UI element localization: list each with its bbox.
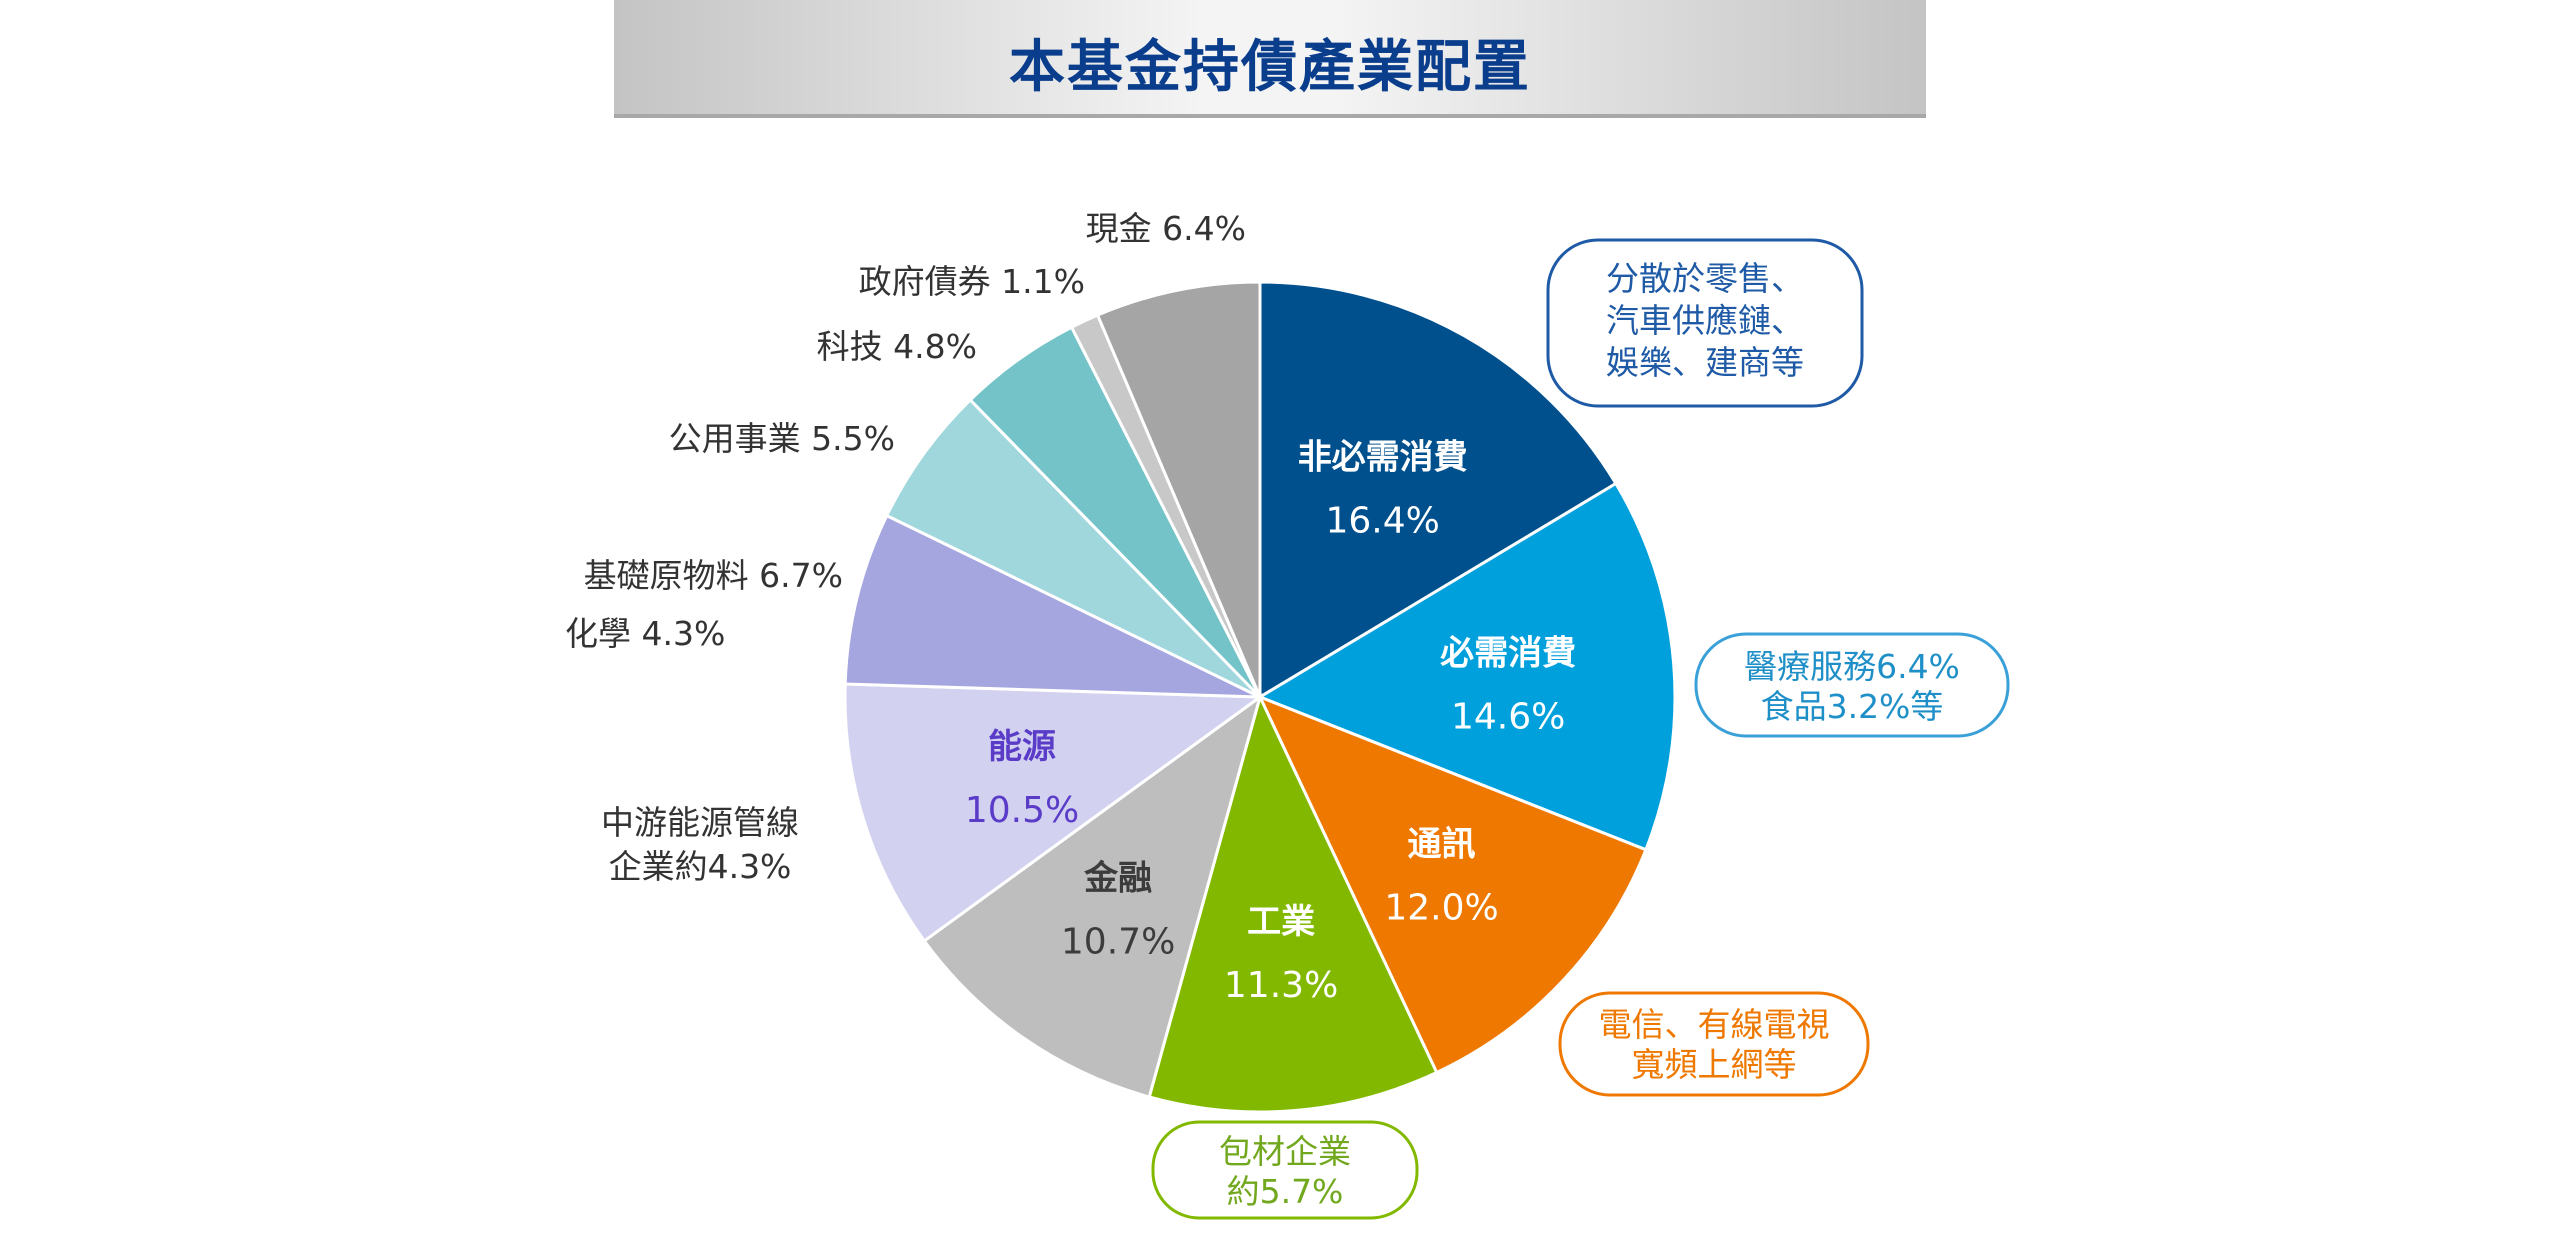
annotation-text: 分散於零售、 [1606, 259, 1804, 298]
extra-label: 中游能源管線 [601, 803, 799, 842]
pie-slice-6 [843, 513, 1261, 699]
annotation-text: 電信、有線電視 [1599, 1005, 1830, 1044]
annotation-text: 醫療服務6.4% [1744, 647, 1960, 686]
slice-name-label: 必需消費 [1440, 634, 1576, 674]
slice-outside-label: 公用事業 5.5% [669, 419, 895, 458]
extra-label: 化學 4.3% [565, 614, 725, 653]
annotation-text: 寬頻上網等 [1632, 1045, 1797, 1084]
slice-name-label: 金融 [1083, 859, 1152, 899]
slice-outside-label: 基礎原物料 6.7% [584, 556, 843, 595]
annotation-callout-box [1546, 238, 1864, 408]
annotation-callout-box [1151, 1120, 1419, 1220]
pie-slice-7 [884, 397, 1262, 699]
annotation-text: 娛樂、建商等 [1606, 343, 1804, 382]
annotation-text: 包材企業 [1219, 1132, 1351, 1171]
slice-value-label: 10.7% [1061, 922, 1175, 963]
slice-name-label: 工業 [1247, 902, 1315, 942]
annotation-text: 約5.7% [1227, 1172, 1344, 1211]
pie-slice-4 [922, 693, 1263, 1099]
annotation-text: 食品3.2%等 [1761, 687, 1944, 726]
extra-label: 企業約4.3% [609, 847, 792, 886]
chart-title: 本基金持債產業配置 [1009, 35, 1531, 100]
slice-outside-label: 政府債券 1.1% [859, 262, 1085, 301]
pie-slice-0 [1258, 280, 1618, 700]
slice-name-label: 能源 [988, 727, 1056, 767]
pie-slice-2 [1257, 694, 1648, 1075]
pie-slice-5 [843, 682, 1265, 944]
annotation-callout-box [1694, 632, 2010, 738]
chart-title-bar: 本基金持債產業配置 [614, 0, 1926, 118]
slice-value-label: 16.4% [1326, 500, 1440, 541]
slice-name-label: 非必需消費 [1298, 437, 1468, 477]
pie-slice-1 [1256, 481, 1677, 852]
slice-outside-label: 現金 6.4% [1086, 209, 1246, 248]
slice-value-label: 10.5% [965, 790, 1079, 831]
slice-value-label: 14.6% [1451, 697, 1565, 738]
slice-outside-label: 科技 4.8% [817, 327, 977, 366]
slice-value-label: 12.0% [1384, 887, 1498, 928]
pie-slice-10 [1095, 280, 1262, 698]
pie-slice-3 [1147, 692, 1439, 1114]
annotation-callout-box [1558, 991, 1870, 1097]
slice-name-label: 通訊 [1408, 824, 1476, 864]
annotation-text: 汽車供應鏈、 [1606, 301, 1804, 340]
slice-value-label: 11.3% [1224, 965, 1338, 1006]
